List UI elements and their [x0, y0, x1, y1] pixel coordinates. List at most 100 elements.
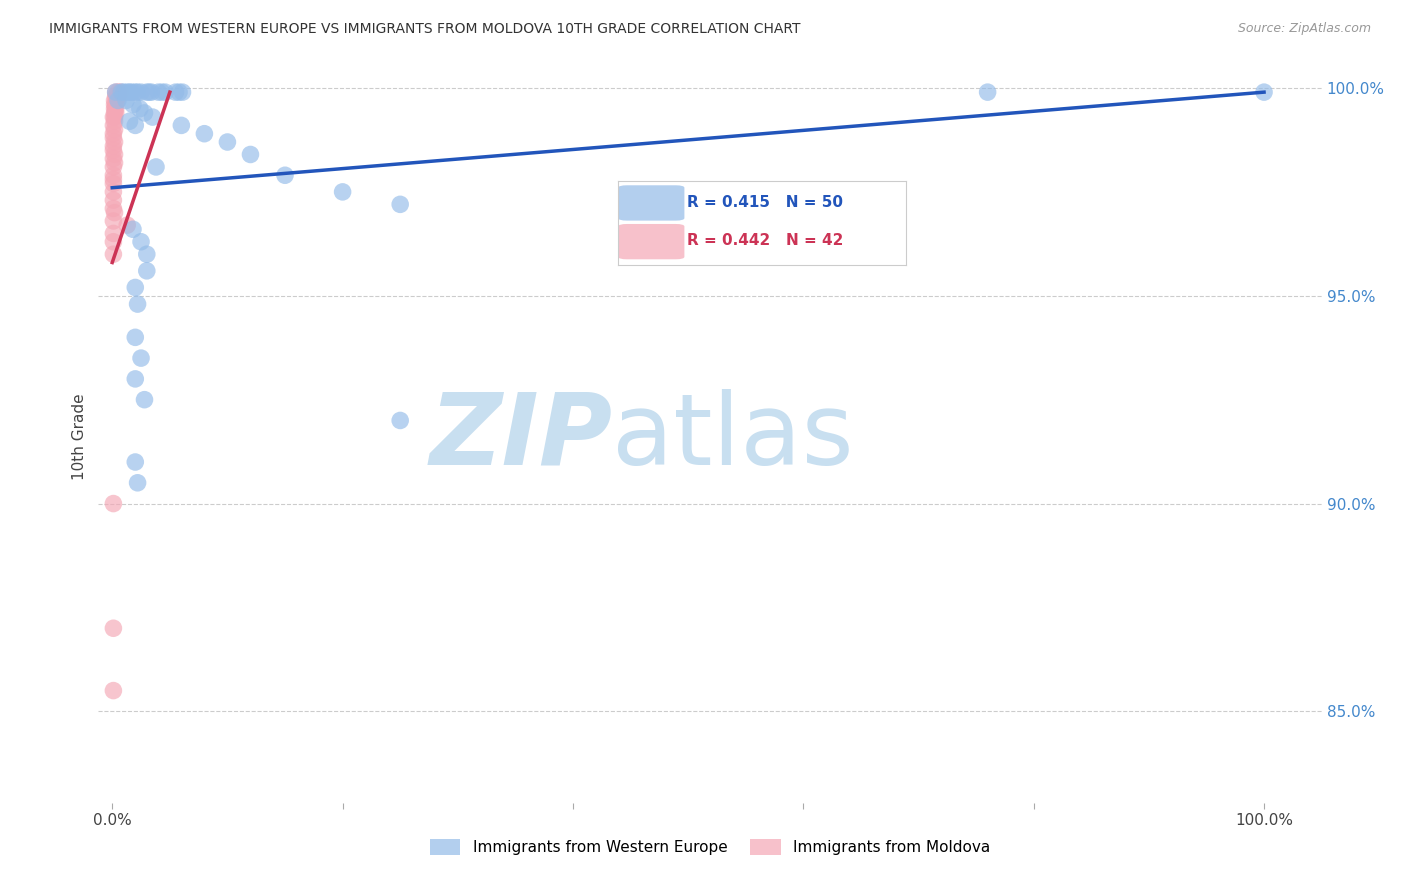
Point [103, 135, 125, 149]
Point [103, 127, 125, 141]
Point [135, 247, 157, 261]
Point [167, 85, 190, 99]
Text: R = 0.442   N = 42: R = 0.442 N = 42 [688, 233, 844, 248]
Point [103, 152, 125, 166]
Point [124, 85, 146, 99]
Point [127, 85, 149, 99]
Text: R = 0.415   N = 50: R = 0.415 N = 50 [688, 195, 844, 210]
Point [103, 119, 125, 133]
Point [129, 351, 152, 365]
Y-axis label: 10th Grade: 10th Grade [72, 393, 87, 481]
Point [127, 475, 149, 490]
Point [332, 185, 354, 199]
Point [118, 114, 141, 128]
Point [115, 218, 138, 232]
Point [103, 106, 125, 120]
Point [103, 114, 125, 128]
Text: IMMIGRANTS FROM WESTERN EUROPE VS IMMIGRANTS FROM MOLDOVA 10TH GRADE CORRELATION: IMMIGRANTS FROM WESTERN EUROPE VS IMMIGR… [49, 22, 800, 37]
Point [104, 85, 127, 99]
Point [124, 119, 146, 133]
Point [127, 297, 149, 311]
Point [142, 110, 165, 124]
Point [124, 372, 146, 386]
Point [1253, 85, 1275, 99]
Point [115, 94, 138, 108]
Text: atlas: atlas [612, 389, 853, 485]
Point [141, 85, 163, 99]
Point [110, 85, 132, 99]
Point [103, 193, 125, 207]
Point [193, 127, 215, 141]
Point [121, 85, 143, 99]
Point [124, 280, 146, 294]
Text: ZIP: ZIP [429, 389, 612, 485]
Point [104, 106, 127, 120]
Point [103, 227, 125, 241]
Point [107, 94, 129, 108]
Point [172, 85, 194, 99]
Point [155, 85, 177, 99]
Point [103, 205, 125, 219]
Point [103, 683, 125, 698]
Point [103, 147, 125, 161]
Point [103, 497, 125, 511]
Point [103, 110, 125, 124]
Point [239, 147, 262, 161]
Point [115, 85, 138, 99]
Point [103, 168, 125, 182]
Point [103, 235, 125, 249]
Point [150, 85, 173, 99]
Point [103, 131, 125, 145]
Point [129, 235, 152, 249]
Point [107, 85, 129, 99]
Point [103, 139, 125, 153]
FancyBboxPatch shape [619, 224, 685, 260]
Point [103, 102, 125, 116]
Point [389, 413, 412, 427]
Point [103, 177, 125, 191]
Point [110, 85, 132, 99]
Point [104, 85, 127, 99]
Point [124, 330, 146, 344]
Point [103, 144, 125, 158]
Point [134, 392, 156, 407]
Text: Source: ZipAtlas.com: Source: ZipAtlas.com [1237, 22, 1371, 36]
Point [112, 85, 135, 99]
Point [107, 89, 129, 103]
Point [103, 155, 125, 169]
Point [129, 85, 152, 99]
Point [103, 202, 125, 216]
Point [103, 247, 125, 261]
Point [104, 97, 127, 112]
Point [103, 214, 125, 228]
Point [103, 97, 125, 112]
Point [389, 197, 412, 211]
Point [676, 202, 699, 216]
Point [104, 102, 127, 116]
Point [976, 85, 998, 99]
Legend: Immigrants from Western Europe, Immigrants from Moldova: Immigrants from Western Europe, Immigran… [423, 833, 997, 861]
Point [103, 122, 125, 136]
Point [135, 85, 157, 99]
Point [103, 94, 125, 108]
Point [124, 455, 146, 469]
Point [104, 89, 127, 103]
Point [170, 119, 193, 133]
Point [103, 160, 125, 174]
Point [135, 264, 157, 278]
Point [103, 621, 125, 635]
Point [118, 85, 141, 99]
Point [103, 185, 125, 199]
FancyBboxPatch shape [619, 186, 685, 220]
Point [103, 110, 125, 124]
Point [122, 97, 145, 112]
Point [134, 106, 156, 120]
Point [165, 85, 187, 99]
Point [148, 85, 170, 99]
Point [103, 172, 125, 186]
Point [122, 222, 145, 236]
Point [145, 160, 167, 174]
Point [217, 135, 239, 149]
Point [274, 168, 297, 182]
Point [105, 94, 128, 108]
